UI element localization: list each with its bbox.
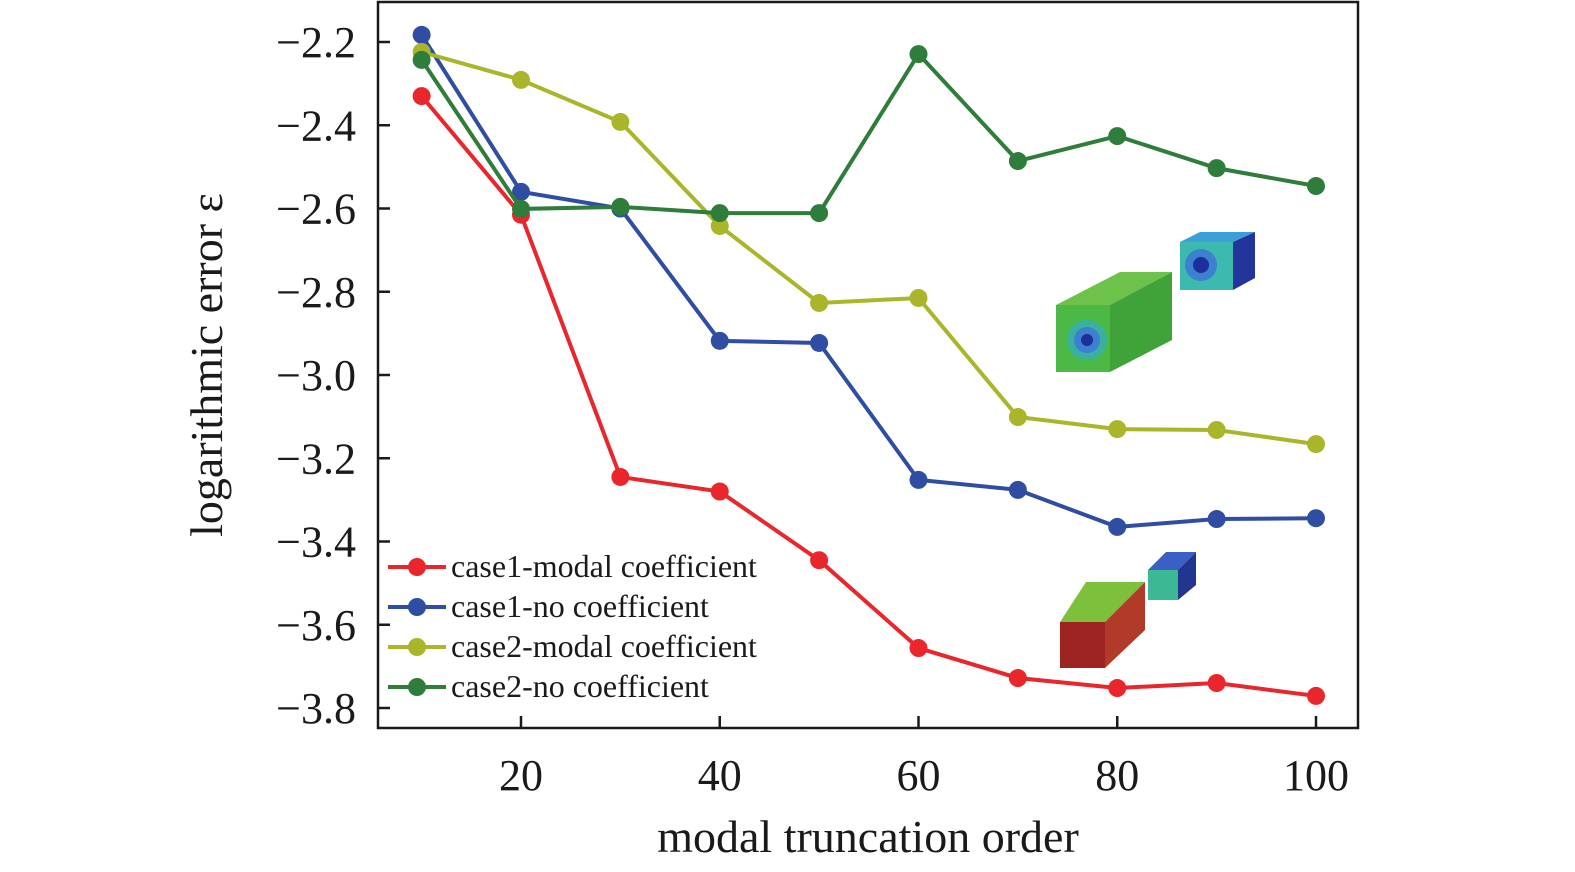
data-point <box>810 333 829 352</box>
case1-mesh-block-icon <box>1060 552 1196 668</box>
legend-item: case2-no coefficient <box>388 668 709 704</box>
data-point <box>710 482 729 501</box>
series-case2-no-coefficient <box>412 45 1325 223</box>
case2-mesh-block-icon <box>1056 232 1255 372</box>
data-point <box>710 216 729 235</box>
data-point <box>1108 517 1127 536</box>
data-point <box>1008 669 1027 688</box>
series-case1-no-coefficient <box>412 25 1325 536</box>
data-point <box>710 331 729 350</box>
data-point <box>909 288 928 307</box>
y-tick-label: −3.6 <box>276 601 356 650</box>
y-tick-label: −2.6 <box>276 185 356 234</box>
plot-frame <box>376 0 1360 730</box>
x-tick-label: 60 <box>897 751 941 800</box>
data-point <box>412 50 431 69</box>
series-line <box>421 50 1317 447</box>
data-point <box>1207 510 1226 529</box>
legend-marker <box>408 598 426 616</box>
y-tick-label: −3.0 <box>276 351 356 400</box>
data-point <box>611 197 630 216</box>
x-tick-label: 100 <box>1283 751 1349 800</box>
data-point <box>412 25 431 44</box>
data-point <box>1108 127 1127 146</box>
data-point <box>810 551 829 570</box>
legend-marker <box>408 558 426 576</box>
legend-marker <box>408 638 426 656</box>
x-tick-label: 80 <box>1095 751 1139 800</box>
y-axis-label: logarithmic error ε <box>181 193 232 537</box>
data-point <box>611 112 630 131</box>
y-tick-label: −3.2 <box>276 434 356 483</box>
y-tick-label: −2.8 <box>276 268 356 317</box>
x-tick-label: 20 <box>499 751 543 800</box>
series-case2-modal-coefficient <box>412 42 1325 454</box>
data-point <box>909 470 928 489</box>
data-point <box>1207 420 1226 439</box>
y-tick-label: −2.2 <box>276 18 356 67</box>
series-line <box>419 50 1317 216</box>
y-tick-label: −3.4 <box>276 518 356 567</box>
data-point <box>710 204 729 223</box>
data-point <box>1008 408 1027 427</box>
data-point <box>1307 686 1325 705</box>
legend-item: case2-modal coefficient <box>388 628 757 664</box>
legend-item: case1-modal coefficient <box>388 548 757 584</box>
data-point <box>512 182 530 201</box>
legend-label: case2-no coefficient <box>451 668 709 704</box>
data-point <box>1307 435 1325 454</box>
data-point <box>810 293 829 312</box>
y-tick-label: −2.4 <box>276 101 356 150</box>
data-point <box>1108 420 1127 439</box>
series-line <box>419 33 1317 529</box>
mesh-inset-illustrations <box>1056 232 1255 668</box>
data-point <box>1207 159 1226 178</box>
y-tick-label: −3.8 <box>276 684 356 733</box>
data-point <box>909 639 928 658</box>
series-line <box>420 94 1317 698</box>
data-point <box>611 467 630 486</box>
data-point <box>1307 177 1325 196</box>
data-point <box>1108 679 1127 698</box>
data-point <box>1008 480 1027 499</box>
legend-label: case1-no coefficient <box>451 588 709 624</box>
legend-item: case1-no coefficient <box>388 588 709 624</box>
data-point <box>412 87 431 106</box>
data-point <box>1307 509 1325 528</box>
legend-label: case1-modal coefficient <box>451 548 757 584</box>
data-point <box>1207 674 1226 693</box>
data-point <box>512 199 530 218</box>
x-axis-label: modal truncation order <box>657 811 1079 862</box>
x-tick-label: 40 <box>698 751 742 800</box>
legend-label: case2-modal coefficient <box>451 628 757 664</box>
data-point <box>810 204 829 223</box>
legend-marker <box>408 678 426 696</box>
data-point <box>512 70 530 89</box>
data-point <box>1008 152 1027 171</box>
data-point <box>909 45 928 64</box>
